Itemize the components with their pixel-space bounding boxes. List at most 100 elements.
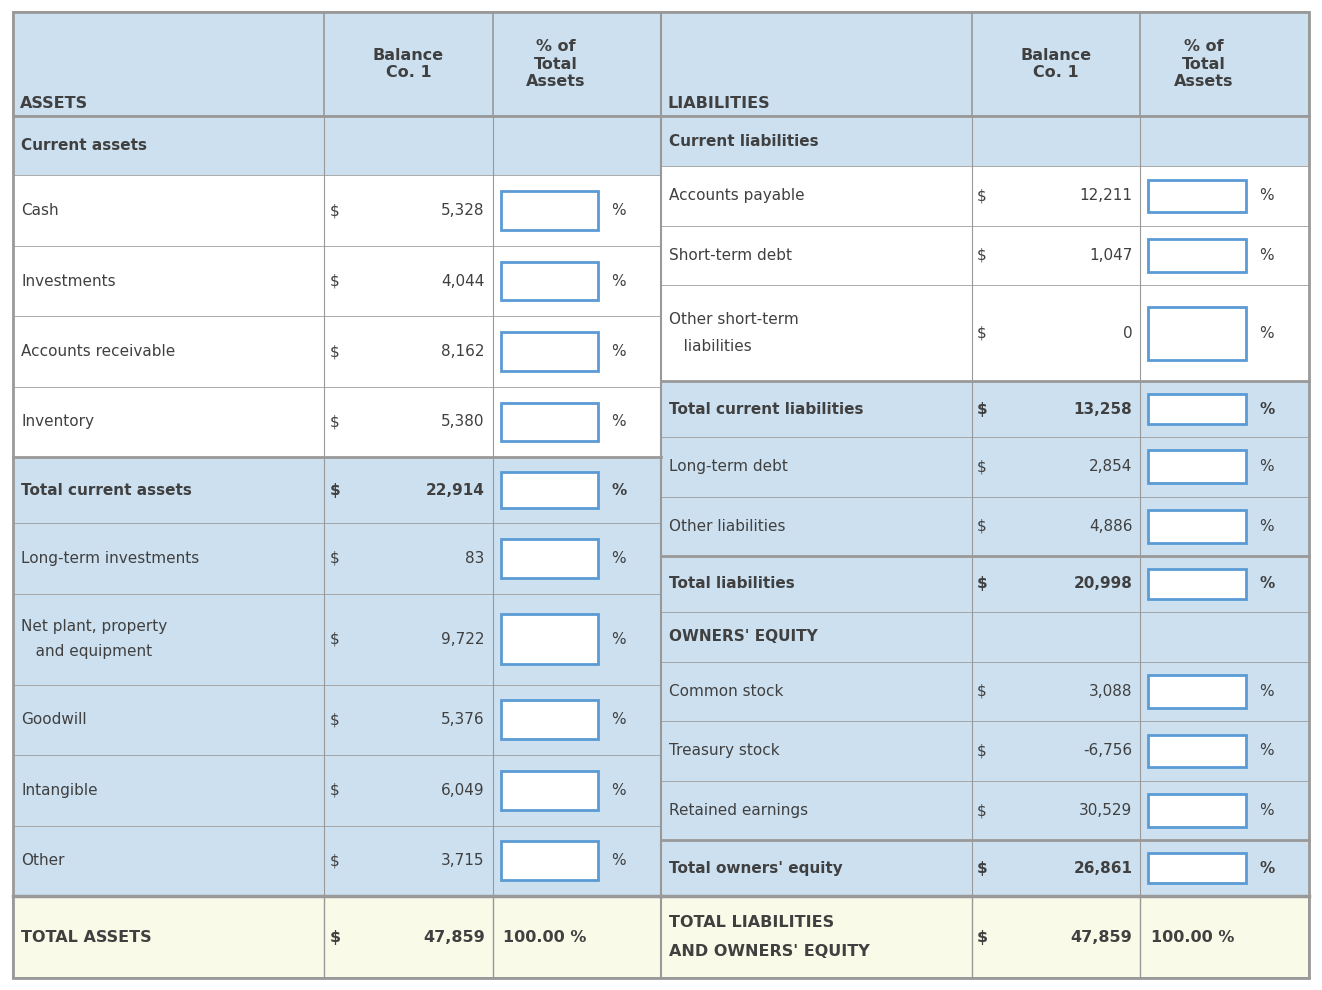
Text: %: % bbox=[1259, 188, 1273, 203]
Bar bbox=[661, 612, 1309, 661]
Text: $: $ bbox=[977, 188, 988, 203]
Text: 3,088: 3,088 bbox=[1089, 684, 1133, 699]
Text: Total owners' equity: Total owners' equity bbox=[669, 860, 842, 875]
Text: %: % bbox=[1259, 803, 1273, 818]
Text: Long-term investments: Long-term investments bbox=[21, 550, 200, 566]
Text: 26,861: 26,861 bbox=[1073, 860, 1133, 875]
Text: Balance
Co. 1: Balance Co. 1 bbox=[373, 48, 444, 80]
Text: Other liabilities: Other liabilities bbox=[669, 519, 785, 534]
Bar bbox=[13, 594, 661, 684]
Text: $: $ bbox=[977, 248, 988, 263]
Text: $: $ bbox=[329, 483, 340, 498]
Bar bbox=[661, 381, 1309, 437]
Text: AND OWNERS' EQUITY: AND OWNERS' EQUITY bbox=[669, 944, 870, 959]
Text: Goodwill: Goodwill bbox=[21, 713, 87, 728]
Bar bbox=[13, 387, 661, 457]
Text: $: $ bbox=[977, 930, 989, 944]
Text: TOTAL ASSETS: TOTAL ASSETS bbox=[21, 930, 152, 944]
Bar bbox=[661, 661, 1309, 722]
Bar bbox=[501, 403, 598, 442]
Text: ASSETS: ASSETS bbox=[20, 96, 89, 111]
Bar bbox=[1149, 179, 1245, 212]
Text: 100.00 %: 100.00 % bbox=[1151, 930, 1235, 944]
Text: %: % bbox=[1259, 860, 1274, 875]
Text: Total current assets: Total current assets bbox=[21, 483, 192, 498]
Text: %: % bbox=[1259, 743, 1273, 758]
Text: 47,859: 47,859 bbox=[1071, 930, 1133, 944]
Text: $: $ bbox=[329, 713, 340, 728]
Text: Treasury stock: Treasury stock bbox=[669, 743, 780, 758]
Bar bbox=[1149, 307, 1245, 359]
Text: $: $ bbox=[329, 273, 340, 288]
Text: %: % bbox=[611, 203, 625, 218]
Text: 47,859: 47,859 bbox=[423, 930, 485, 944]
Bar bbox=[1149, 568, 1245, 599]
Text: Common stock: Common stock bbox=[669, 684, 784, 699]
Text: Long-term debt: Long-term debt bbox=[669, 459, 788, 474]
Text: %: % bbox=[611, 550, 625, 566]
Text: LIABILITIES: LIABILITIES bbox=[668, 96, 771, 111]
Text: %: % bbox=[611, 415, 625, 430]
Bar bbox=[13, 12, 661, 116]
Text: $: $ bbox=[329, 783, 340, 798]
Bar bbox=[661, 437, 1309, 497]
Text: 0: 0 bbox=[1122, 326, 1133, 341]
Bar bbox=[661, 497, 1309, 556]
Text: %: % bbox=[611, 783, 625, 798]
Bar bbox=[661, 12, 1309, 116]
Bar bbox=[661, 226, 1309, 285]
Text: 83: 83 bbox=[465, 550, 485, 566]
Bar bbox=[501, 332, 598, 371]
Text: %: % bbox=[611, 273, 625, 288]
Text: Investments: Investments bbox=[21, 273, 116, 288]
Text: 4,886: 4,886 bbox=[1089, 519, 1133, 534]
Text: Total liabilities: Total liabilities bbox=[669, 576, 795, 591]
Text: %: % bbox=[611, 853, 625, 868]
Bar bbox=[1149, 675, 1245, 708]
Bar bbox=[661, 896, 1309, 978]
Text: Balance
Co. 1: Balance Co. 1 bbox=[1021, 48, 1092, 80]
Text: TOTAL LIABILITIES: TOTAL LIABILITIES bbox=[669, 915, 834, 930]
Text: 13,258: 13,258 bbox=[1073, 402, 1133, 417]
Bar bbox=[1149, 510, 1245, 543]
Text: 5,376: 5,376 bbox=[442, 713, 485, 728]
Text: $: $ bbox=[977, 803, 988, 818]
Bar bbox=[1149, 735, 1245, 767]
Text: $: $ bbox=[977, 743, 988, 758]
Text: $: $ bbox=[329, 203, 340, 218]
Text: $: $ bbox=[977, 860, 988, 875]
Bar bbox=[501, 261, 598, 300]
Text: $: $ bbox=[329, 853, 340, 868]
Text: $: $ bbox=[329, 632, 340, 646]
Text: $: $ bbox=[977, 519, 988, 534]
Text: $: $ bbox=[329, 415, 340, 430]
Bar bbox=[1149, 794, 1245, 827]
Bar bbox=[13, 175, 661, 246]
Text: %: % bbox=[1259, 326, 1273, 341]
Bar bbox=[501, 614, 598, 664]
Bar bbox=[13, 684, 661, 755]
Text: $: $ bbox=[977, 459, 988, 474]
Text: %: % bbox=[1259, 402, 1274, 417]
Text: %: % bbox=[1259, 519, 1273, 534]
Bar bbox=[13, 116, 661, 175]
Bar bbox=[501, 771, 598, 810]
Text: % of
Total
Assets: % of Total Assets bbox=[1174, 40, 1233, 89]
Text: Accounts receivable: Accounts receivable bbox=[21, 344, 176, 359]
Text: 9,722: 9,722 bbox=[442, 632, 485, 646]
Text: 22,914: 22,914 bbox=[426, 483, 485, 498]
Bar bbox=[1149, 852, 1245, 883]
Text: %: % bbox=[1259, 459, 1273, 474]
Text: Current assets: Current assets bbox=[21, 139, 147, 153]
Bar bbox=[661, 116, 1309, 166]
Text: 5,380: 5,380 bbox=[442, 415, 485, 430]
Text: $: $ bbox=[329, 550, 340, 566]
Text: % of
Total
Assets: % of Total Assets bbox=[526, 40, 586, 89]
Text: 3,715: 3,715 bbox=[442, 853, 485, 868]
Text: $: $ bbox=[977, 402, 988, 417]
Bar bbox=[1149, 450, 1245, 483]
Bar bbox=[501, 701, 598, 740]
Text: 12,211: 12,211 bbox=[1080, 188, 1133, 203]
Bar bbox=[501, 842, 598, 880]
Bar bbox=[13, 826, 661, 896]
